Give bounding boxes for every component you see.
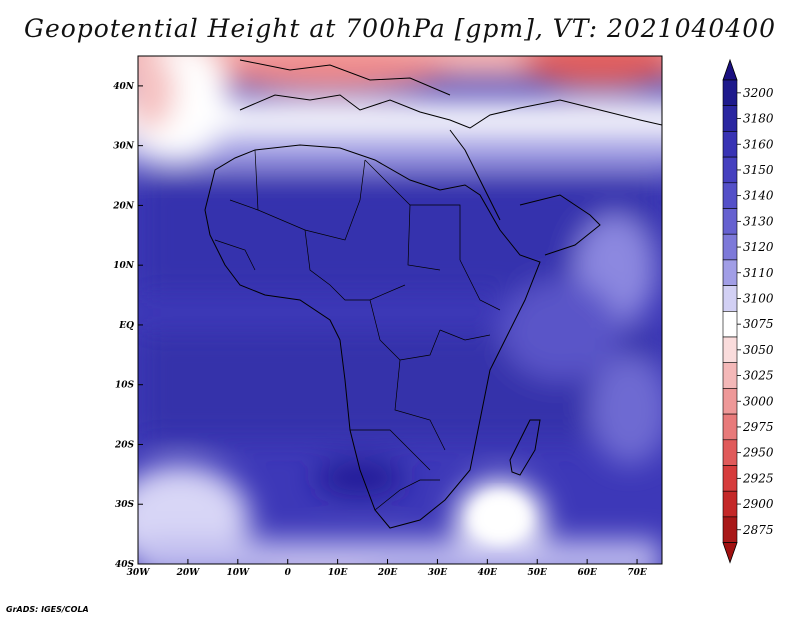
lon-tick-label: 60E xyxy=(577,568,597,578)
lon-tick-label: 0 xyxy=(285,568,292,578)
lon-tick-label: 50E xyxy=(528,568,548,578)
coastlines xyxy=(204,59,662,529)
colorbar-swatch xyxy=(722,439,738,466)
lon-tick-label: 70E xyxy=(627,568,647,578)
colorbar-swatch xyxy=(722,208,738,235)
lon-tick-label: 20W xyxy=(176,568,201,578)
colorbar-swatch xyxy=(722,131,738,158)
colorbar-label: 3120 xyxy=(743,240,774,254)
lat-tick-label: 10S xyxy=(115,381,135,391)
lat-tick-label: 30S xyxy=(115,500,135,510)
colorbar-label: 3050 xyxy=(743,343,774,357)
grads-credit: GrADS: IGES/COLA xyxy=(6,605,89,614)
longitude-axis: 30W 20W 10W 0 10E 20E 30E 40E 50E 60E 70E xyxy=(127,559,647,578)
colorbar-label: 3075 xyxy=(743,317,774,331)
lon-tick-label: 10W xyxy=(226,568,250,578)
country-borders xyxy=(214,149,501,511)
colorbar-swatch xyxy=(722,516,738,543)
colorbar-label: 2950 xyxy=(742,446,774,460)
colorbar-swatch xyxy=(722,310,738,338)
colorbar-label: 2875 xyxy=(742,523,774,537)
height-field xyxy=(138,56,662,564)
lon-tick-label: 10E xyxy=(328,568,348,578)
colorbar-label: 3025 xyxy=(743,369,774,383)
latitude-axis: 40N 30N 20N 10N EQ 10S 20S 30S 40S xyxy=(112,82,143,570)
lon-tick-label: 30W xyxy=(127,568,151,578)
colorbar-top-cap xyxy=(722,58,738,81)
lon-tick-label: 30E xyxy=(428,568,448,578)
plot-frame xyxy=(137,55,663,565)
lat-tick-label: 40S xyxy=(115,560,135,570)
colorbar-label: 3200 xyxy=(743,86,774,100)
colorbar-label: 3130 xyxy=(743,214,774,228)
colorbar-label: 3150 xyxy=(743,163,774,177)
colorbar: 3200 3180 3160 3150 3140 3130 3120 3110 3100 3075… xyxy=(722,58,774,564)
lat-tick-label: 40N xyxy=(113,82,135,92)
colorbar-swatch xyxy=(722,413,738,441)
colorbar-label: 3140 xyxy=(743,189,774,203)
colorbar-swatch xyxy=(722,156,738,184)
lat-tick-label: EQ xyxy=(118,321,134,331)
colorbar-label: 2900 xyxy=(742,497,774,511)
colorbar-label: 2975 xyxy=(742,420,774,434)
colorbar-swatch xyxy=(722,285,738,312)
colorbar-swatch xyxy=(722,388,738,415)
colorbar-swatch xyxy=(722,362,738,389)
colorbar-swatch xyxy=(722,182,738,209)
colorbar-swatch xyxy=(722,490,738,518)
lon-tick-label: 40E xyxy=(478,568,498,578)
colorbar-label: 3180 xyxy=(743,112,774,126)
colorbar-swatch xyxy=(722,259,738,286)
colorbar-label: 2925 xyxy=(742,471,774,485)
colorbar-swatch xyxy=(722,233,738,261)
map-title: Geopotential Height at 700hPa [gpm], VT:… xyxy=(23,14,777,43)
lat-tick-label: 20N xyxy=(112,201,135,211)
lon-tick-label: 20E xyxy=(377,568,398,578)
colorbar-swatch xyxy=(722,79,738,107)
colorbar-swatch xyxy=(722,105,738,132)
colorbar-label: 3000 xyxy=(743,394,774,408)
colorbar-label: 3110 xyxy=(743,266,774,280)
lat-tick-label: 30N xyxy=(113,142,135,152)
colorbar-swatch xyxy=(722,465,738,492)
lat-tick-label: 10N xyxy=(113,261,135,271)
colorbar-bottom-cap xyxy=(722,542,738,564)
lat-tick-label: 20S xyxy=(114,440,135,450)
colorbar-swatch xyxy=(722,336,738,364)
colorbar-label: 3160 xyxy=(743,137,774,151)
colorbar-label: 3100 xyxy=(743,291,774,305)
